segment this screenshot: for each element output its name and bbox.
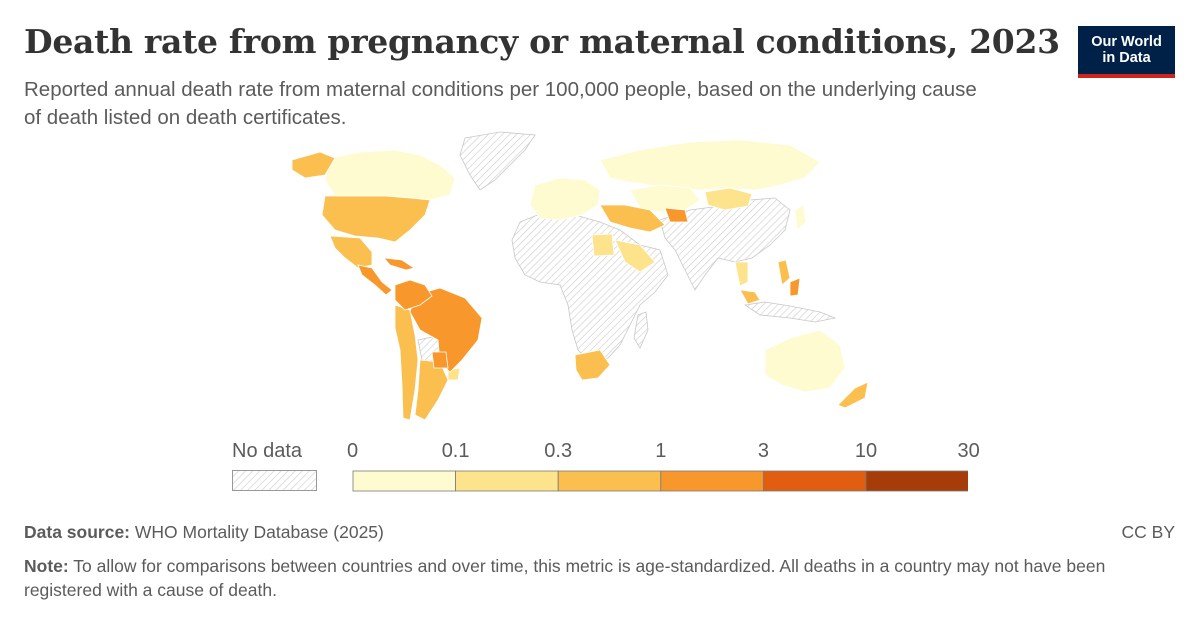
legend-bin-3[interactable] [660,470,764,492]
footer-source: Data source: WHO Mortality Database (202… [24,522,384,543]
legend-tick-label: 0.3 [544,440,573,462]
country-south-africa[interactable] [574,349,611,381]
note-text: To allow for comparisons between countri… [24,556,1106,600]
legend-bin-5[interactable] [865,470,968,492]
country-madagascar[interactable] [633,311,649,349]
legend-no-data-swatch [232,470,317,491]
legend-tick-label: 30 [957,440,980,462]
country-colombia-venezuela[interactable] [394,279,433,311]
legend-tick-label: 1 [655,440,667,462]
country-alaska[interactable] [291,151,336,179]
country-cuba-caribbean[interactable] [383,257,415,271]
country-indonesia-no-data[interactable] [743,301,837,323]
country-egypt[interactable] [591,233,615,257]
country-malaysia[interactable] [739,289,761,305]
legend-bin-4[interactable] [762,470,867,492]
logo-line-2: in Data [1102,50,1151,66]
license-label[interactable]: CC BY [1121,522,1175,542]
map-countries [291,131,869,421]
country-central-america[interactable] [357,264,393,296]
country-greenland[interactable] [459,131,536,191]
country-paraguay[interactable] [431,351,449,369]
legend-tick-label: 0.1 [441,440,470,462]
country-canada[interactable] [324,149,456,201]
country-saudi-arabia[interactable] [614,239,656,273]
country-brazil[interactable] [409,287,483,373]
chart-subtitle: Reported annual death rate from maternal… [24,78,977,129]
country-thailand[interactable] [734,261,749,287]
legend-bin-1[interactable] [455,470,559,492]
footer-note: Note: To allow for comparisons between c… [24,554,1134,602]
country-europe-west[interactable] [529,177,601,221]
country-japan[interactable] [794,204,807,231]
legend-tick-label: 0 [347,440,359,462]
legend-bin-0[interactable] [352,470,456,492]
logo-line-1: Our World [1091,34,1162,50]
country-chile-peru[interactable] [394,304,419,421]
country-mexico[interactable] [329,235,373,269]
country-new-zealand[interactable] [837,381,869,409]
legend-tick-label: 3 [757,440,769,462]
country-russia[interactable] [599,139,821,191]
legend-bin-2[interactable] [557,470,662,492]
note-label: Note: [24,556,69,576]
legend-no-data-label: No data [232,440,303,462]
legend-color-bar [352,470,968,492]
country-mongolia[interactable] [704,187,753,211]
country-argentina[interactable] [414,359,449,421]
owid-logo[interactable]: Our World in Data [1078,26,1175,78]
country-papua[interactable] [789,277,801,297]
country-united-states[interactable] [321,195,431,243]
country-australia[interactable] [764,329,846,393]
chart-title: Death rate from pregnancy or maternal co… [24,22,1060,61]
country-turkey-iran[interactable] [599,204,666,233]
country-philippines[interactable] [777,259,791,286]
source-text[interactable]: WHO Mortality Database (2025) [134,522,384,542]
legend-tick-label: 10 [854,440,878,462]
country-africa-no-data[interactable] [511,211,669,363]
source-label: Data source: [24,522,131,542]
country-uzbekistan[interactable] [664,207,689,223]
